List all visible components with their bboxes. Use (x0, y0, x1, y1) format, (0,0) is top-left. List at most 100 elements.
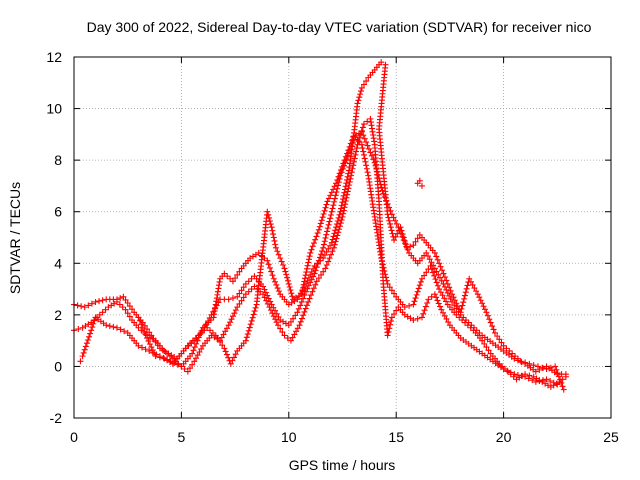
data-point (421, 307, 428, 314)
data-point (288, 290, 295, 297)
data-point (245, 288, 252, 295)
data-point (287, 337, 294, 344)
data-point (113, 324, 120, 331)
data-point (329, 248, 336, 255)
data-point (318, 217, 325, 224)
x-tick-label: 10 (281, 429, 297, 445)
data-point (209, 329, 216, 336)
data-point (385, 214, 392, 221)
data-point (441, 274, 448, 281)
data-point (322, 265, 329, 272)
data-point (289, 334, 296, 341)
data-point (242, 291, 249, 298)
data-point (433, 268, 440, 275)
data-point (440, 309, 447, 316)
data-point (305, 259, 312, 266)
data-point (391, 290, 398, 297)
data-point (268, 268, 275, 275)
data-point (418, 314, 425, 321)
data-point (417, 278, 424, 285)
data-point (517, 358, 524, 365)
data-point (273, 310, 280, 317)
data-point (184, 368, 191, 375)
data-point (260, 291, 267, 298)
data-point (445, 319, 452, 326)
data-point (418, 182, 425, 189)
data-point (514, 372, 521, 379)
data-point (272, 278, 279, 285)
data-point (309, 243, 316, 250)
data-point (356, 134, 363, 141)
data-point (75, 326, 82, 333)
data-point (195, 332, 202, 339)
data-point (431, 265, 438, 272)
data-point (459, 302, 466, 309)
data-point (467, 278, 474, 285)
data-point (234, 304, 241, 311)
data-point (338, 216, 345, 223)
data-point (186, 340, 193, 347)
data-point (349, 165, 356, 172)
y-axis-label: SDTVAR / TECUs (7, 182, 23, 294)
data-point (460, 299, 467, 306)
data-point (264, 208, 271, 215)
data-point (174, 361, 181, 368)
data-point (302, 305, 309, 312)
data-point (271, 237, 278, 244)
data-point (391, 310, 398, 317)
data-point (477, 297, 484, 304)
data-point (274, 248, 281, 255)
data-point (332, 227, 339, 234)
data-points (71, 59, 569, 393)
data-point (234, 271, 241, 278)
data-point (141, 328, 148, 335)
data-point (510, 373, 517, 380)
data-point (355, 138, 362, 145)
data-point (227, 275, 234, 282)
data-point (344, 173, 351, 180)
data-point (298, 298, 305, 305)
data-point (345, 147, 352, 154)
data-point (481, 306, 488, 313)
data-point (433, 279, 440, 286)
data-point (290, 315, 297, 322)
data-point (471, 324, 478, 331)
data-point (223, 325, 230, 332)
data-point (305, 298, 312, 305)
data-point (90, 320, 97, 327)
data-point (336, 226, 343, 233)
data-point (120, 293, 127, 300)
data-point (484, 312, 491, 319)
data-point (500, 366, 507, 373)
data-point (269, 310, 276, 317)
data-point (128, 306, 135, 313)
data-point (231, 354, 238, 361)
data-point (416, 177, 423, 184)
data-point (364, 118, 371, 125)
data-point (264, 257, 271, 264)
data-point (316, 223, 323, 230)
data-point (205, 319, 212, 326)
data-point (314, 230, 321, 237)
data-point (126, 303, 133, 310)
data-point (489, 323, 496, 330)
data-point (304, 262, 311, 269)
data-point (124, 310, 131, 317)
data-point (483, 309, 490, 316)
data-point (331, 230, 338, 237)
data-point (307, 249, 314, 256)
data-point (365, 145, 372, 152)
data-point (285, 322, 292, 329)
data-point (164, 350, 171, 357)
data-point (117, 326, 124, 333)
data-point (357, 91, 364, 98)
data-point (289, 293, 296, 300)
data-point (242, 337, 249, 344)
data-point (437, 274, 444, 281)
data-point (251, 283, 258, 290)
data-point (463, 317, 470, 324)
data-point (363, 162, 370, 169)
data-point (400, 237, 407, 244)
data-point (380, 190, 387, 197)
data-point (312, 236, 319, 243)
